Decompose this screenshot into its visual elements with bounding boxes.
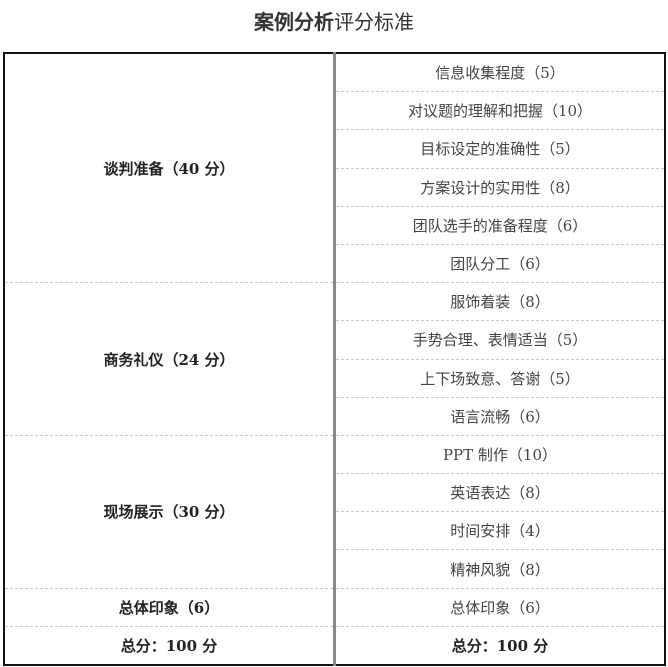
table-row: 英语表达（8） bbox=[4, 473, 665, 512]
criterion-cell: 精神风貌（8） bbox=[334, 549, 665, 589]
scoring-table: 谈判准备（40 分） 信息收集程度（5） 对议题的理解和把握（10） 目标设定的准… bbox=[3, 52, 666, 666]
table-row: 对议题的理解和把握（10） bbox=[4, 91, 665, 130]
table-row: 语言流畅（6） bbox=[4, 396, 665, 436]
table-row: 谈判准备（40 分） 信息收集程度（5） bbox=[4, 53, 665, 283]
category-cell: 商务礼仪（24 分） bbox=[4, 282, 336, 436]
criterion-cell: 服饰着装（8） bbox=[334, 282, 665, 321]
table-row: 总体印象（6） 总体印象（6） bbox=[4, 587, 665, 627]
title-bold: 案例分析 bbox=[254, 10, 334, 34]
table-row: 现场展示（30 分） PPT 制作（10） bbox=[4, 434, 665, 589]
criterion-cell: 手势合理、表情适当（5） bbox=[334, 320, 665, 359]
category-cell: 现场展示（30 分） bbox=[4, 434, 336, 589]
criterion-cell: PPT 制作（10） bbox=[334, 434, 665, 474]
criterion-cell: 总体印象（6） bbox=[334, 587, 665, 627]
criterion-cell: 时间安排（4） bbox=[334, 511, 665, 550]
table-row: 商务礼仪（24 分） 服饰着装（8） bbox=[4, 282, 665, 436]
criterion-cell: 信息收集程度（5） bbox=[435, 64, 565, 83]
criterion-cell: 语言流畅（6） bbox=[334, 396, 665, 436]
total-right: 总分：100 分 bbox=[334, 625, 665, 665]
table-row: 精神风貌（8） bbox=[4, 549, 665, 589]
title-normal: 评分标准 bbox=[334, 10, 414, 34]
total-row: 总分：100 分总分：100 分 bbox=[4, 625, 665, 665]
criterion-cell: 方案设计的实用性（8） bbox=[334, 167, 665, 207]
criterion-cell: 团队选手的准备程度（6） bbox=[334, 205, 665, 245]
criterion-cell: 对议题的理解和把握（10） bbox=[334, 91, 665, 130]
table-row: 手势合理、表情适当（5） bbox=[4, 320, 665, 359]
page-title: 案例分析评分标准 bbox=[0, 8, 668, 36]
criterion-cell: 英语表达（8） bbox=[334, 473, 665, 512]
table-row: 上下场致意、答谢（5） bbox=[4, 358, 665, 398]
criterion-cell: 目标设定的准确性（5） bbox=[334, 129, 665, 169]
category-cell: 总体印象（6） bbox=[4, 587, 336, 627]
table-row: 团队选手的准备程度（6） bbox=[4, 205, 665, 245]
table-row: 目标设定的准确性（5） bbox=[4, 129, 665, 169]
criterion-cell: 上下场致意、答谢（5） bbox=[334, 358, 665, 398]
table-row: 时间安排（4） bbox=[4, 511, 665, 550]
criterion-cell: 团队分工（6） bbox=[334, 243, 665, 283]
category-cell: 谈判准备（40 分） bbox=[4, 53, 336, 283]
table-row: 团队分工（6） bbox=[4, 243, 665, 283]
table-row: 方案设计的实用性（8） bbox=[4, 167, 665, 207]
total-left: 总分：100 分 bbox=[4, 625, 336, 665]
